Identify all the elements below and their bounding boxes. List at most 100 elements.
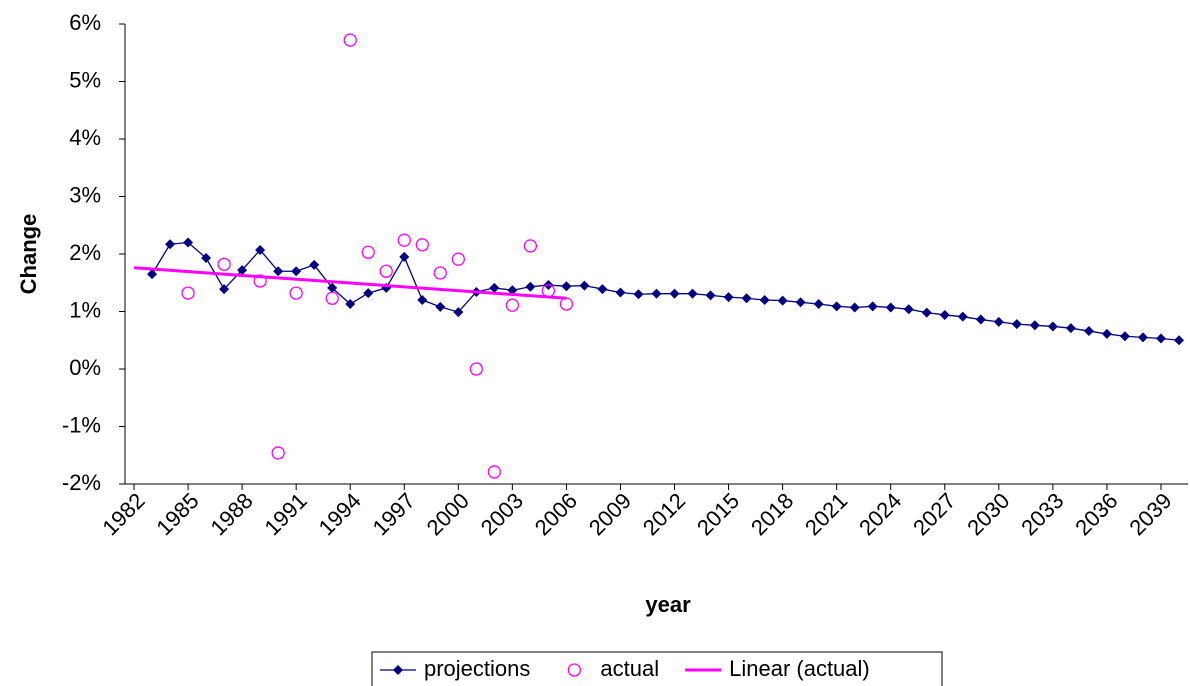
marker bbox=[957, 311, 968, 322]
marker bbox=[651, 288, 662, 299]
x-tick-label: 2000 bbox=[422, 488, 474, 540]
marker bbox=[669, 288, 680, 299]
marker bbox=[379, 264, 393, 278]
marker bbox=[741, 293, 752, 304]
marker bbox=[487, 465, 501, 479]
marker bbox=[399, 251, 410, 262]
marker bbox=[885, 302, 896, 313]
marker bbox=[523, 239, 538, 253]
marker bbox=[237, 265, 248, 276]
marker bbox=[1029, 320, 1040, 331]
x-tick-label: 1982 bbox=[97, 488, 149, 540]
marker bbox=[453, 307, 464, 318]
y-tick-label: 1% bbox=[69, 297, 101, 322]
x-tick-label: 1991 bbox=[260, 488, 312, 540]
x-tick-label: 2009 bbox=[584, 488, 636, 540]
x-tick-label: 2015 bbox=[692, 488, 744, 540]
x-tick-label: 2006 bbox=[530, 488, 582, 540]
marker bbox=[687, 288, 698, 299]
marker bbox=[325, 291, 339, 305]
legend-label: projections bbox=[424, 656, 530, 681]
marker bbox=[525, 281, 536, 292]
y-axis-title: Change bbox=[16, 214, 41, 295]
marker bbox=[759, 295, 770, 305]
marker bbox=[1083, 326, 1094, 337]
marker bbox=[723, 292, 734, 303]
marker bbox=[165, 239, 176, 250]
y-tick-label: 3% bbox=[69, 182, 101, 207]
marker bbox=[343, 33, 357, 47]
x-tick-label: 1997 bbox=[368, 488, 420, 540]
marker bbox=[181, 286, 195, 300]
marker bbox=[433, 266, 447, 280]
legend-label: actual bbox=[600, 656, 659, 681]
y-tick-label: 4% bbox=[69, 125, 101, 150]
marker bbox=[217, 257, 231, 272]
x-tick-label: 2018 bbox=[746, 488, 798, 540]
marker bbox=[615, 287, 626, 298]
x-axis-title: year bbox=[645, 592, 691, 617]
x-tick-label: 1988 bbox=[205, 488, 257, 540]
marker bbox=[253, 274, 267, 288]
marker bbox=[813, 299, 824, 310]
marker bbox=[831, 301, 842, 312]
marker bbox=[147, 269, 158, 280]
marker bbox=[795, 297, 806, 308]
marker bbox=[939, 309, 950, 320]
y-tick-label: -2% bbox=[62, 470, 101, 495]
marker bbox=[559, 297, 574, 311]
marker bbox=[1065, 323, 1076, 334]
marker bbox=[289, 286, 303, 300]
y-tick-label: 6% bbox=[69, 10, 101, 35]
marker bbox=[633, 289, 644, 300]
marker bbox=[469, 362, 483, 376]
marker bbox=[867, 301, 878, 312]
marker bbox=[561, 281, 572, 292]
legend-box bbox=[371, 651, 943, 686]
legend-marker bbox=[567, 663, 582, 677]
marker bbox=[505, 298, 520, 312]
marker bbox=[201, 253, 212, 264]
x-tick-label: 2003 bbox=[476, 488, 528, 540]
x-tick-label: 2033 bbox=[1016, 488, 1068, 540]
marker bbox=[921, 307, 932, 318]
x-tick-label: 2036 bbox=[1070, 488, 1122, 540]
x-tick-label: 2027 bbox=[908, 488, 960, 540]
x-tick-label: 1985 bbox=[151, 488, 203, 540]
marker bbox=[1101, 328, 1112, 339]
x-tick-label: 2024 bbox=[854, 488, 906, 540]
marker bbox=[993, 316, 1004, 327]
marker bbox=[417, 295, 428, 305]
legend-label: Linear (actual) bbox=[729, 656, 870, 681]
y-tick-label: -1% bbox=[62, 412, 101, 437]
series-line bbox=[151, 241, 1180, 341]
y-tick-label: 2% bbox=[69, 240, 101, 265]
marker bbox=[273, 266, 284, 277]
marker bbox=[849, 302, 860, 313]
y-tick-label: 0% bbox=[69, 355, 101, 380]
legend-marker bbox=[393, 665, 403, 675]
marker bbox=[415, 238, 429, 252]
marker bbox=[777, 295, 788, 306]
x-tick-label: 2021 bbox=[800, 488, 852, 540]
marker bbox=[219, 284, 230, 295]
x-tick-label: 2030 bbox=[962, 488, 1014, 540]
marker bbox=[597, 284, 608, 295]
y-tick-label: 5% bbox=[69, 67, 101, 92]
x-tick-label: 1994 bbox=[314, 488, 366, 540]
marker bbox=[1173, 335, 1184, 346]
marker bbox=[579, 280, 590, 291]
x-tick-label: 2012 bbox=[638, 488, 690, 540]
marker bbox=[1137, 332, 1148, 343]
marker bbox=[345, 299, 356, 310]
marker bbox=[903, 304, 914, 315]
marker bbox=[363, 288, 374, 299]
marker bbox=[397, 233, 411, 247]
trend-line bbox=[133, 266, 567, 300]
marker bbox=[1155, 333, 1166, 344]
marker bbox=[705, 290, 716, 301]
marker bbox=[507, 285, 518, 296]
marker bbox=[975, 314, 986, 325]
marker bbox=[451, 252, 465, 266]
